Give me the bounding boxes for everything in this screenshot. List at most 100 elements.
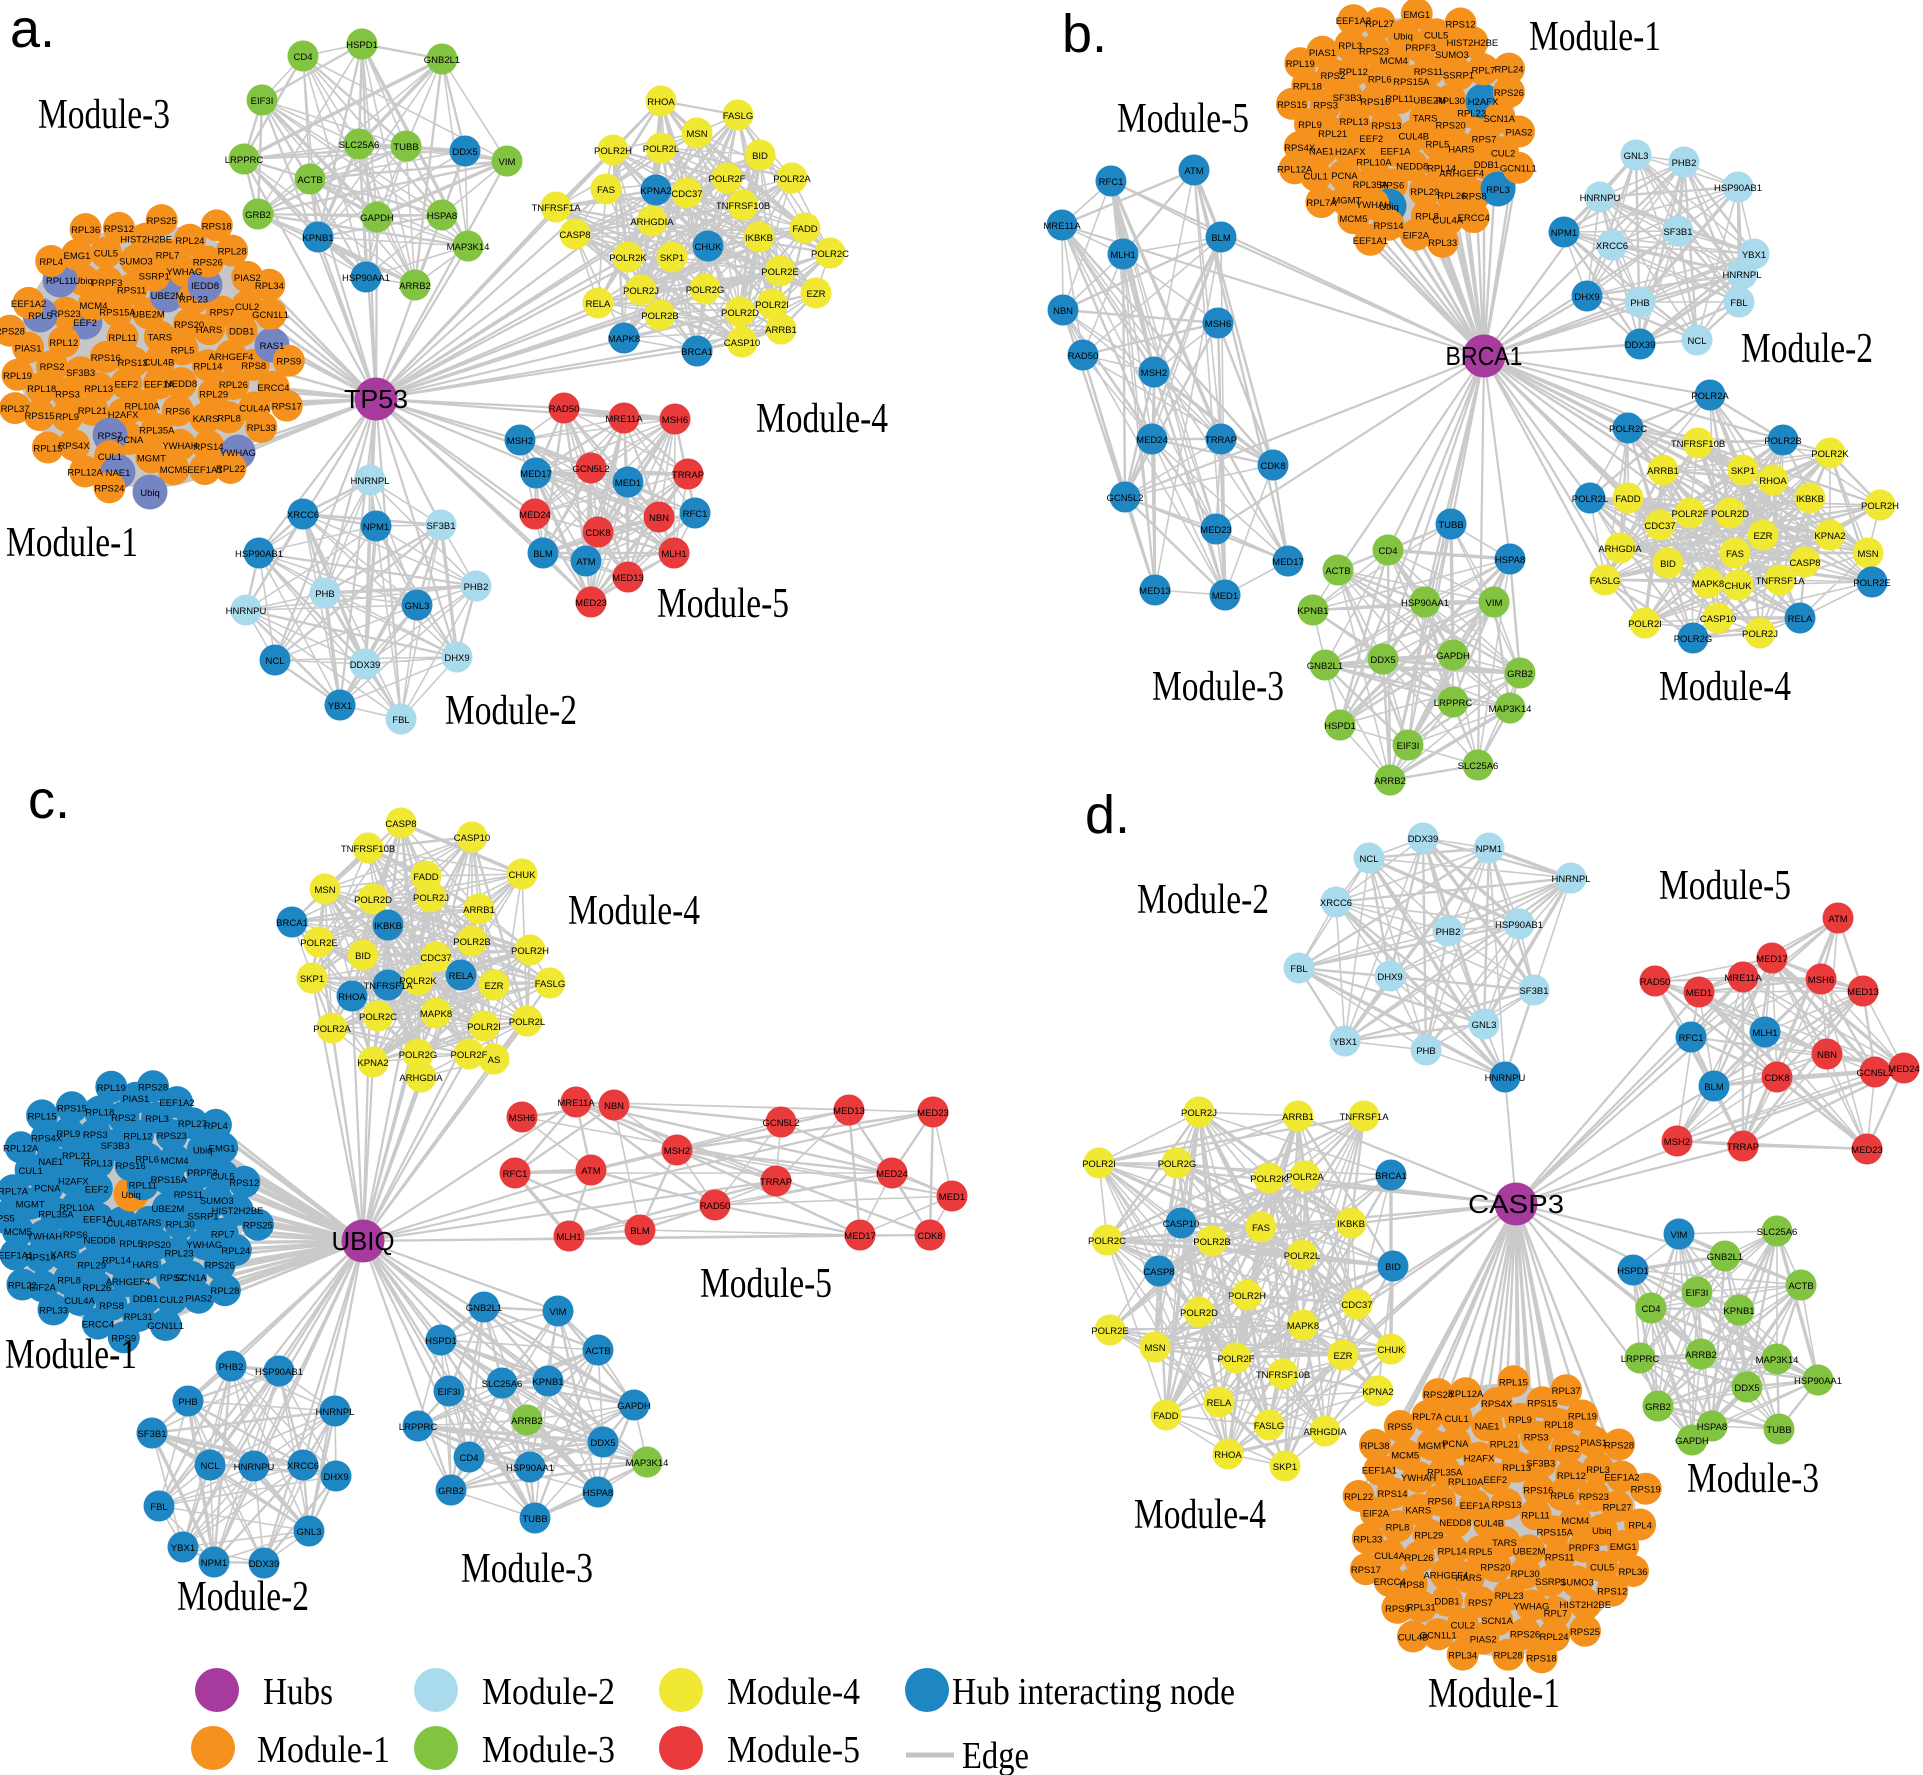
svg-text:MRE11A: MRE11A [1043, 221, 1081, 232]
svg-text:BLM: BLM [1211, 233, 1231, 244]
svg-text:EEF1A1: EEF1A1 [0, 1251, 33, 1262]
svg-text:RPS26: RPS26 [205, 1261, 235, 1272]
svg-text:MED24: MED24 [1888, 1064, 1920, 1075]
svg-text:RPS18: RPS18 [202, 221, 232, 232]
svg-text:c.: c. [28, 770, 70, 830]
svg-text:POLR2L: POLR2L [1284, 1251, 1320, 1262]
svg-text:DDX39: DDX39 [1625, 340, 1656, 351]
svg-text:FAS: FAS [597, 185, 615, 196]
svg-text:HNRNPL: HNRNPL [1722, 270, 1761, 281]
svg-text:MED13: MED13 [1847, 987, 1879, 998]
svg-text:Module-4: Module-4 [568, 888, 700, 934]
svg-text:RPS9: RPS9 [111, 1333, 136, 1344]
svg-text:RPS7: RPS7 [210, 308, 235, 319]
svg-text:EEF1A2: EEF1A2 [11, 299, 46, 310]
svg-text:CASP10: CASP10 [1700, 614, 1736, 625]
svg-text:RPL21: RPL21 [1490, 1440, 1519, 1451]
svg-text:UBE2M: UBE2M [1413, 96, 1446, 107]
svg-text:TUBB: TUBB [522, 1514, 547, 1525]
svg-text:BRCA1: BRCA1 [681, 347, 713, 358]
svg-text:RPL6: RPL6 [135, 1155, 159, 1166]
svg-text:CASP8: CASP8 [559, 230, 590, 241]
svg-text:RPL13: RPL13 [1502, 1463, 1531, 1474]
svg-text:ACTB: ACTB [585, 1346, 610, 1357]
svg-text:RPL5: RPL5 [119, 1239, 143, 1250]
svg-text:RPS7: RPS7 [160, 1273, 185, 1284]
svg-text:POLR2F: POLR2F [1672, 509, 1709, 520]
svg-text:TUBB: TUBB [1766, 1425, 1791, 1436]
svg-text:SKP1: SKP1 [660, 253, 684, 264]
svg-text:RPS20: RPS20 [174, 320, 204, 331]
svg-text:EEF1A2: EEF1A2 [159, 1098, 194, 1109]
svg-text:MED17: MED17 [844, 1231, 876, 1242]
svg-text:PHB: PHB [1630, 298, 1650, 309]
svg-text:POLR2F: POLR2F [1218, 1354, 1255, 1365]
svg-text:POLR2F: POLR2F [451, 1050, 488, 1061]
svg-text:ATM: ATM [576, 557, 595, 568]
svg-text:CUL2: CUL2 [159, 1295, 183, 1306]
svg-text:Module-1: Module-1 [5, 1332, 137, 1378]
svg-text:MAP3K14: MAP3K14 [447, 242, 490, 253]
svg-text:Ubiq: Ubiq [193, 1146, 213, 1157]
svg-text:SF3B3: SF3B3 [66, 368, 95, 379]
svg-text:RPS15: RPS15 [1527, 1398, 1557, 1409]
svg-text:Module-5: Module-5 [1659, 863, 1791, 909]
svg-text:POLR2F: POLR2F [709, 174, 746, 185]
svg-text:KARS: KARS [51, 1250, 77, 1261]
svg-text:Module-5: Module-5 [700, 1261, 832, 1307]
svg-text:EEF1A: EEF1A [1380, 147, 1411, 158]
svg-text:RPL29: RPL29 [199, 390, 228, 401]
svg-text:Module-5: Module-5 [1117, 96, 1249, 142]
svg-text:RPS20: RPS20 [1480, 1562, 1510, 1573]
svg-text:MCM5: MCM5 [1339, 214, 1367, 225]
svg-text:RPL26: RPL26 [219, 380, 248, 391]
svg-text:CDC37: CDC37 [420, 953, 451, 964]
svg-text:EMG1: EMG1 [64, 251, 91, 262]
svg-text:MGMT: MGMT [16, 1200, 45, 1211]
svg-text:CASP10: CASP10 [1163, 1219, 1199, 1230]
svg-text:RPL18: RPL18 [85, 1108, 114, 1119]
svg-text:PCNA: PCNA [1331, 171, 1358, 182]
svg-text:NPM1: NPM1 [1551, 228, 1577, 239]
svg-text:IKBKB: IKBKB [374, 921, 402, 932]
svg-text:ERCC4: ERCC4 [257, 383, 289, 394]
svg-text:RPL37: RPL37 [1, 404, 30, 415]
svg-text:MSH2: MSH2 [1664, 1137, 1690, 1148]
svg-text:POLR2I: POLR2I [755, 300, 789, 311]
svg-text:MLH1: MLH1 [556, 1232, 581, 1243]
svg-text:BID: BID [1385, 1262, 1401, 1273]
svg-text:MGMT: MGMT [1418, 1441, 1447, 1452]
svg-text:DDX39: DDX39 [249, 1559, 280, 1570]
svg-text:CHUK: CHUK [509, 870, 537, 881]
svg-text:RPL12: RPL12 [1557, 1471, 1586, 1482]
svg-text:POLR2I: POLR2I [467, 1022, 501, 1033]
svg-text:TNFRSF10B: TNFRSF10B [1256, 1370, 1310, 1381]
svg-text:Module-3: Module-3 [1152, 664, 1284, 710]
svg-text:YBX1: YBX1 [1333, 1037, 1357, 1048]
svg-text:RPS8: RPS8 [99, 1301, 124, 1312]
svg-text:HSPA8: HSPA8 [427, 211, 457, 222]
svg-text:RPS4X: RPS4X [1284, 143, 1316, 154]
svg-text:RPL6: RPL6 [1550, 1491, 1574, 1502]
svg-text:RPS13: RPS13 [1491, 1500, 1521, 1511]
svg-text:ARRB1: ARRB1 [765, 325, 797, 336]
svg-text:MED17: MED17 [1756, 954, 1788, 965]
svg-text:TNFRSF1A: TNFRSF1A [531, 203, 581, 214]
svg-text:ACTB: ACTB [297, 175, 322, 186]
svg-text:PHB2: PHB2 [219, 1362, 244, 1373]
svg-text:YBX1: YBX1 [171, 1543, 195, 1554]
svg-text:POLR2L: POLR2L [509, 1017, 545, 1028]
svg-text:RPS23: RPS23 [51, 309, 81, 320]
svg-text:RPL7: RPL7 [1472, 66, 1496, 77]
svg-text:POLR2L: POLR2L [643, 144, 679, 155]
svg-text:RPL37: RPL37 [1552, 1386, 1581, 1397]
svg-text:RPL18: RPL18 [1544, 1420, 1573, 1431]
svg-text:RPS15: RPS15 [24, 411, 54, 422]
svg-text:KARS: KARS [1405, 1505, 1431, 1516]
svg-text:RPL36: RPL36 [71, 225, 100, 236]
svg-text:CUL4A: CUL4A [64, 1296, 95, 1307]
svg-text:Hubs: Hubs [263, 1671, 333, 1713]
svg-text:RPS20: RPS20 [141, 1240, 171, 1251]
svg-text:DDX5: DDX5 [1734, 1383, 1759, 1394]
svg-text:RPL22: RPL22 [216, 464, 245, 475]
